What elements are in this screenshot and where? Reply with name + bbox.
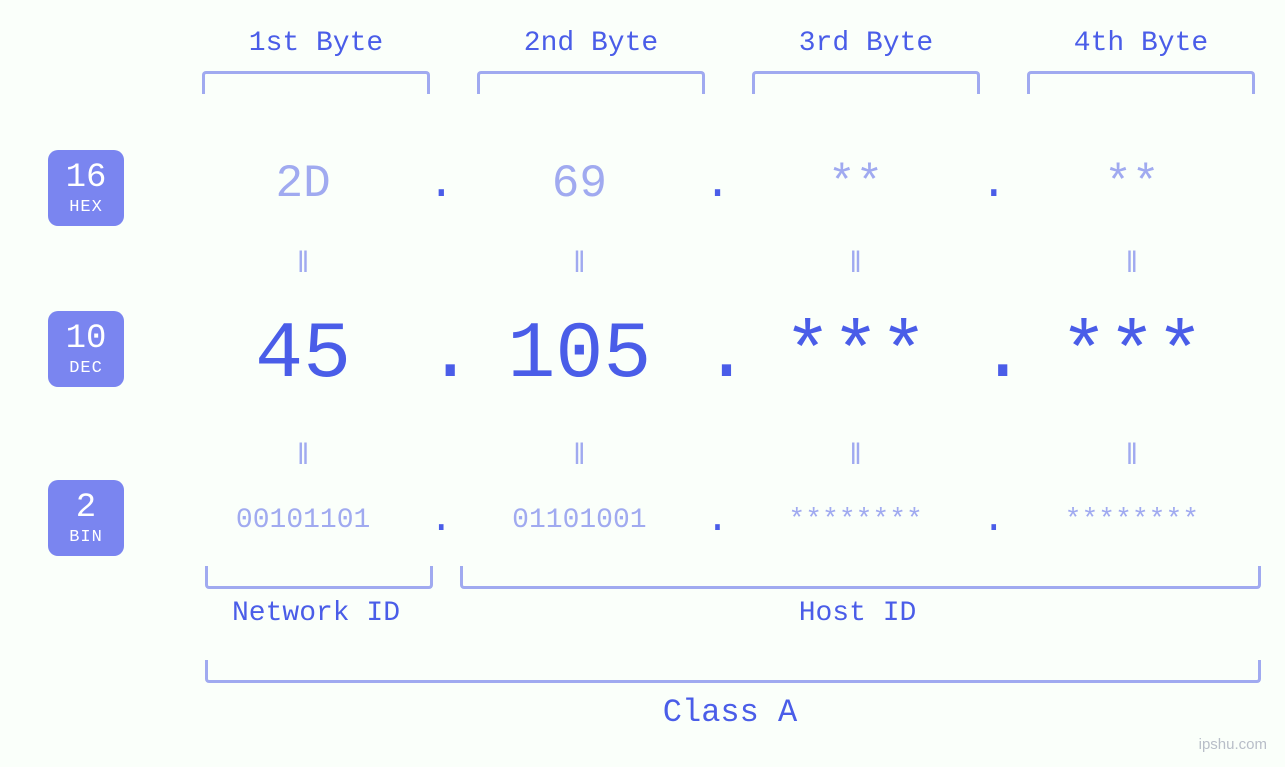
bracket-top-icon [202,71,430,94]
equals-icon: ǁ [1009,440,1255,474]
dot-separator: . [979,310,1009,401]
byte-label: 2nd Byte [524,28,658,59]
badge-radix: 2 [76,491,96,525]
bracket-top-icon [1027,71,1255,94]
dec-byte-2: 105 [456,310,702,401]
bracket-top-icon [477,71,705,94]
bin-byte-4: ******** [1009,505,1255,536]
dot-separator: . [426,310,456,401]
bin-byte-1: 00101101 [180,505,426,536]
bracket-host-icon [460,566,1261,589]
row-bin: 00101101 . 01101001 . ******** . *******… [180,498,1255,543]
dot-separator: . [979,498,1009,543]
byte-label: 4th Byte [1074,28,1208,59]
badge-label: BIN [69,529,103,546]
badge-radix: 10 [66,322,107,356]
watermark: ipshu.com [1199,736,1267,753]
bin-byte-2: 01101001 [456,505,702,536]
dot-separator: . [426,158,456,210]
base-badge-dec: 10 DEC [48,311,124,387]
badge-label: DEC [69,360,103,377]
dec-byte-1: 45 [180,310,426,401]
dot-separator: . [703,158,733,210]
byte-header-1: 1st Byte [205,28,427,108]
row-hex: 2D . 69 . ** . ** [180,158,1255,210]
dot-separator: . [426,498,456,543]
hex-byte-1: 2D [180,158,426,210]
byte-label: 3rd Byte [799,28,933,59]
badge-label: HEX [69,199,103,216]
host-id-label: Host ID [460,598,1255,629]
bracket-network-icon [205,566,433,589]
hex-byte-4: ** [1009,158,1255,210]
byte-header-4: 4th Byte [1030,28,1252,108]
equals-icon: ǁ [456,248,702,282]
badge-radix: 16 [66,161,107,195]
base-badge-bin: 2 BIN [48,480,124,556]
equals-icon: ǁ [733,440,979,474]
equals-icon: ǁ [180,440,426,474]
base-badge-hex: 16 HEX [48,150,124,226]
dec-byte-3: *** [733,310,979,401]
equals-row-2: ǁ ǁ ǁ ǁ [180,440,1255,474]
dot-separator: . [979,158,1009,210]
equals-icon: ǁ [1009,248,1255,282]
bin-byte-3: ******** [733,505,979,536]
bracket-top-icon [752,71,980,94]
hex-byte-2: 69 [456,158,702,210]
row-dec: 45 . 105 . *** . *** [180,310,1255,401]
equals-row-1: ǁ ǁ ǁ ǁ [180,248,1255,282]
equals-icon: ǁ [180,248,426,282]
equals-icon: ǁ [733,248,979,282]
byte-header-3: 3rd Byte [755,28,977,108]
byte-header-2: 2nd Byte [480,28,702,108]
class-label: Class A [205,694,1255,731]
network-id-label: Network ID [205,598,427,629]
equals-icon: ǁ [456,440,702,474]
hex-byte-3: ** [733,158,979,210]
bracket-class-icon [205,660,1261,683]
dec-byte-4: *** [1009,310,1255,401]
dot-separator: . [703,310,733,401]
byte-label: 1st Byte [249,28,383,59]
dot-separator: . [703,498,733,543]
